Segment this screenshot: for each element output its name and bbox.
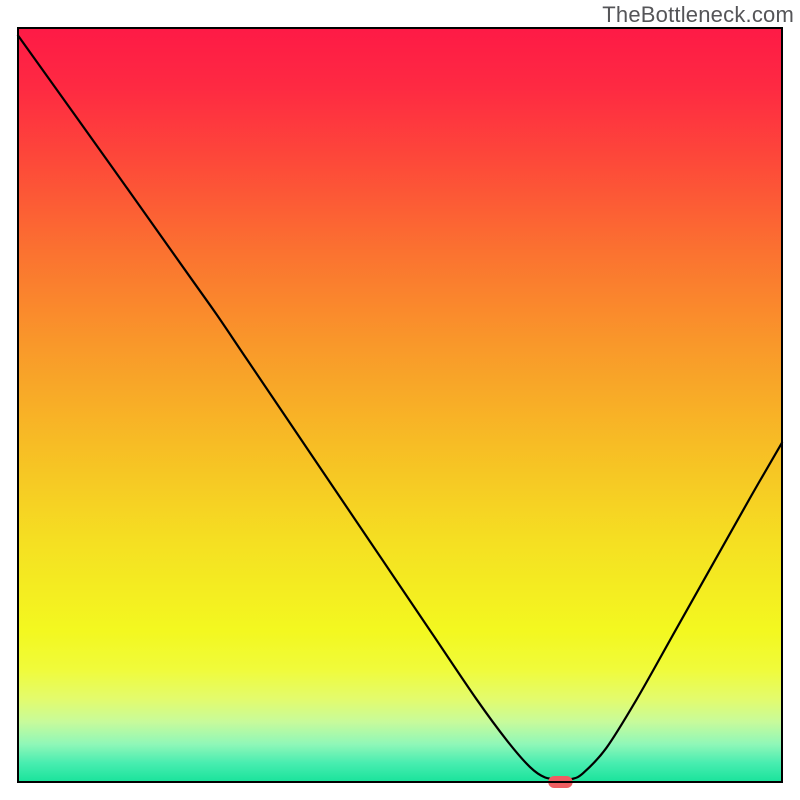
plot-background bbox=[18, 28, 782, 782]
bottleneck-chart: TheBottleneck.com bbox=[0, 0, 800, 800]
chart-svg bbox=[0, 0, 800, 800]
watermark-text: TheBottleneck.com bbox=[602, 2, 794, 28]
